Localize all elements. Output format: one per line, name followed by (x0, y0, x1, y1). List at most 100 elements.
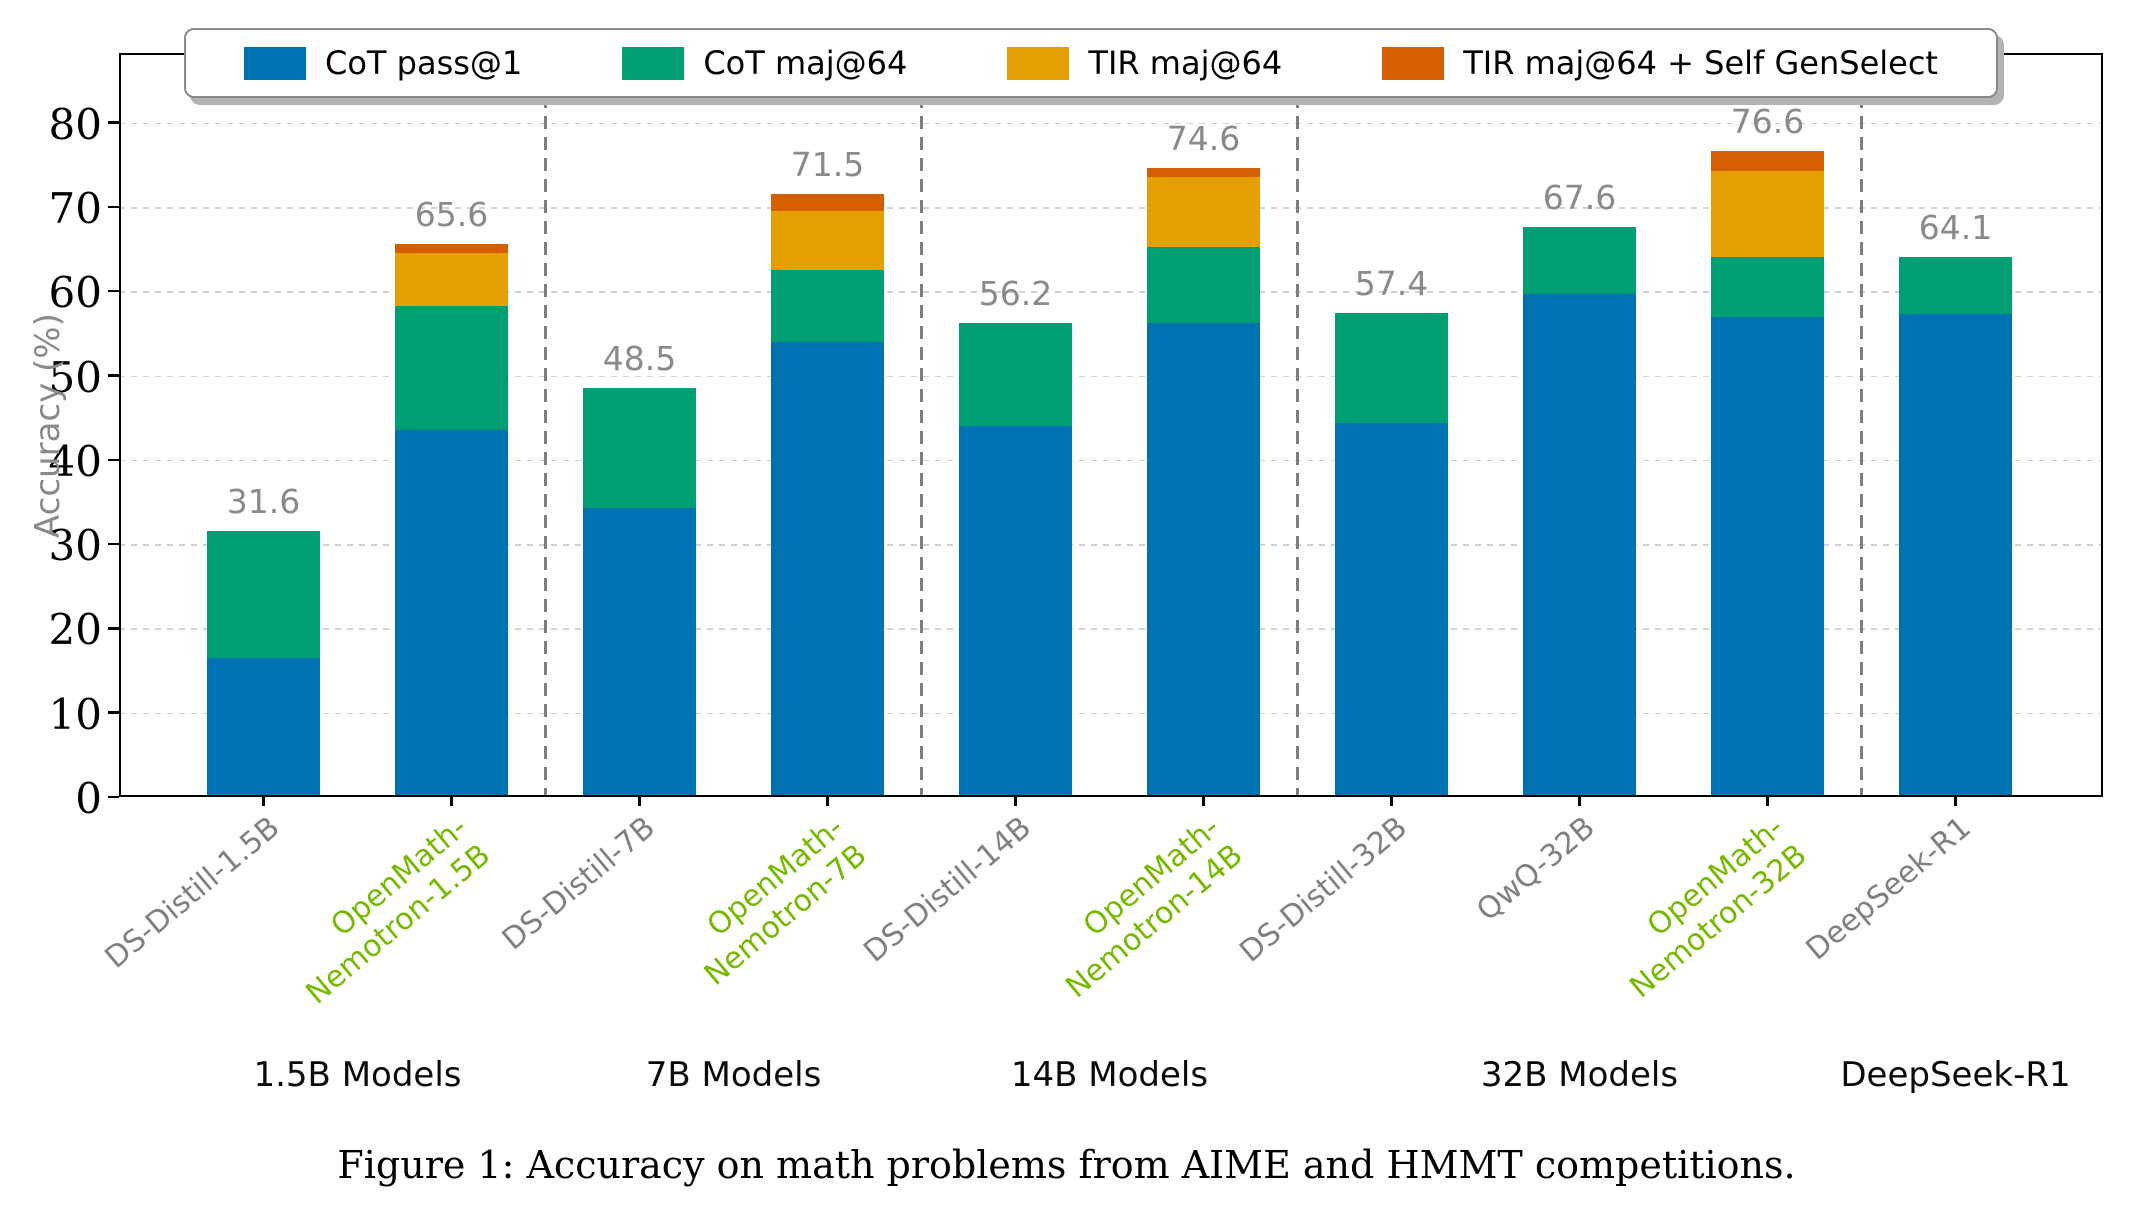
bar-OpenMath-Nemotron-1.5B (395, 0, 508, 797)
y-tick-label: 80 (48, 99, 102, 149)
x-tick-mark (1390, 797, 1393, 806)
bar-total-label: 67.6 (1542, 178, 1617, 218)
x-tick-label: DS-Distill-7B (496, 810, 662, 958)
x-tick-label: OpenMath- Nemotron-14B (1058, 810, 1250, 1006)
bar-segment-cot_pass1 (583, 507, 696, 797)
x-tick-label: OpenMath- Nemotron-1.5B (299, 810, 498, 1012)
bar-QwQ-32B (1523, 0, 1636, 797)
x-tick-mark (638, 797, 641, 806)
y-tick-mark (108, 374, 119, 377)
bar-total-label: 64.1 (1918, 207, 1993, 247)
legend-item-tir_genselect: TIR maj@64 + Self GenSelect (1382, 44, 1938, 82)
bar-total-label: 56.2 (978, 274, 1053, 314)
bar-segment-cot_maj64 (959, 323, 1072, 427)
bar-segment-tir_maj64 (1147, 177, 1260, 247)
x-tick-mark (826, 797, 829, 806)
y-tick-mark (108, 542, 119, 546)
bar-segment-cot_maj64 (395, 306, 508, 431)
bar-segment-cot_pass1 (1899, 313, 2012, 797)
legend-swatch-cot_maj64 (622, 46, 685, 80)
bar-segment-cot_pass1 (1147, 323, 1260, 797)
x-tick-mark (1578, 797, 1581, 806)
x-tick-mark (1014, 797, 1017, 806)
gridline-20 (119, 628, 2103, 631)
gridline-30 (119, 544, 2103, 546)
bar-segment-tir_genselect (1147, 168, 1260, 178)
gridline-60 (119, 291, 2103, 293)
x-tick-label-anchor: DeepSeek-R1 (1536, 810, 1978, 967)
x-tick-label: QwQ-32B (1470, 810, 1602, 929)
group-label: DeepSeek-R1 (1840, 1055, 2071, 1095)
gridline-50 (119, 375, 2103, 378)
bar-OpenMath-Nemotron-32B (1711, 0, 1824, 797)
y-axis-label: Accuracy (%) (28, 313, 68, 538)
group-separator (543, 53, 548, 797)
group-label: 14B Models (1010, 1055, 1209, 1095)
chart-legend: CoT pass@1 CoT maj@64 TIR maj@64 TIR maj@64… (184, 28, 1998, 98)
bar-total-label: 76.6 (1730, 102, 1805, 142)
bar-segment-cot_pass1 (1711, 317, 1824, 797)
y-tick-label: 0 (75, 774, 102, 823)
y-tick-mark (108, 627, 119, 630)
y-tick-label: 40 (48, 436, 102, 486)
legend-swatch-tir_genselect (1382, 46, 1445, 80)
y-tick-label: 50 (48, 352, 102, 402)
bar-segment-cot_maj64 (1147, 246, 1260, 324)
y-tick-label: 60 (48, 268, 102, 318)
legend-item-cot_maj64: CoT maj@64 (622, 46, 907, 80)
plot-frame (119, 53, 2103, 797)
bar-segment-tir_genselect (1711, 151, 1824, 171)
bar-segment-cot_maj64 (207, 530, 320, 658)
bar-OpenMath-Nemotron-7B (771, 0, 884, 797)
bar-segment-tir_maj64 (395, 253, 508, 307)
legend-swatch-tir_maj64 (1007, 46, 1070, 80)
bar-segment-tir_genselect (771, 194, 884, 212)
legend-item-label: CoT pass@1 (325, 44, 523, 82)
legend-item-cot_pass1: CoT pass@1 (244, 44, 523, 82)
bar-DS-Distill-1.5B (207, 0, 320, 797)
bar-DS-Distill-14B (959, 0, 1072, 797)
bar-segment-cot_pass1 (1523, 293, 1636, 797)
bar-segment-cot_pass1 (207, 657, 320, 797)
bar-segment-cot_pass1 (771, 341, 884, 797)
group-label: 32B Models (1480, 1055, 1679, 1095)
bar-DeepSeek-R1 (1899, 0, 2012, 797)
bar-OpenMath-Nemotron-14B (1147, 0, 1260, 797)
x-tick-mark (450, 797, 453, 806)
y-tick-mark (108, 795, 119, 799)
y-tick-mark (108, 289, 119, 293)
bar-segment-cot_pass1 (395, 430, 508, 797)
bar-segment-cot_maj64 (1899, 256, 2012, 314)
legend-item-label: TIR maj@64 + Self GenSelect (1463, 44, 1938, 82)
x-tick-label: DS-Distill-14B (857, 810, 1038, 970)
bar-total-label: 57.4 (1354, 264, 1429, 304)
group-separator (1295, 53, 1300, 797)
y-tick-mark (108, 121, 119, 124)
group-label: 1.5B Models (253, 1055, 462, 1095)
bar-segment-cot_maj64 (1711, 256, 1824, 318)
x-tick-label: DeepSeek-R1 (1799, 810, 1978, 968)
x-tick-label: OpenMath- Nemotron-7B (697, 810, 874, 993)
bar-segment-cot_pass1 (1335, 422, 1448, 797)
group-separator (919, 53, 924, 797)
bar-total-label: 48.5 (602, 339, 677, 379)
bar-segment-cot_pass1 (959, 426, 1072, 797)
gridline-70 (119, 206, 2103, 209)
gridline-40 (119, 459, 2103, 462)
y-tick-label: 10 (48, 689, 102, 739)
x-tick-mark (1954, 797, 1957, 806)
gridline-10 (119, 712, 2103, 715)
x-tick-label: OpenMath- Nemotron-32B (1622, 810, 1814, 1006)
bar-segment-tir_maj64 (1711, 170, 1824, 257)
x-tick-label: DS-Distill-32B (1233, 810, 1414, 970)
bar-DS-Distill-32B (1335, 0, 1448, 797)
bar-segment-cot_maj64 (771, 270, 884, 342)
bar-segment-tir_genselect (395, 244, 508, 254)
gridline-80 (119, 122, 2103, 125)
bar-total-label: 71.5 (790, 145, 865, 185)
legend-swatch-cot_pass1 (244, 46, 306, 80)
bar-total-label: 65.6 (414, 194, 489, 234)
legend-item-tir_maj64: TIR maj@64 (1007, 46, 1282, 80)
x-tick-mark (1766, 797, 1769, 806)
